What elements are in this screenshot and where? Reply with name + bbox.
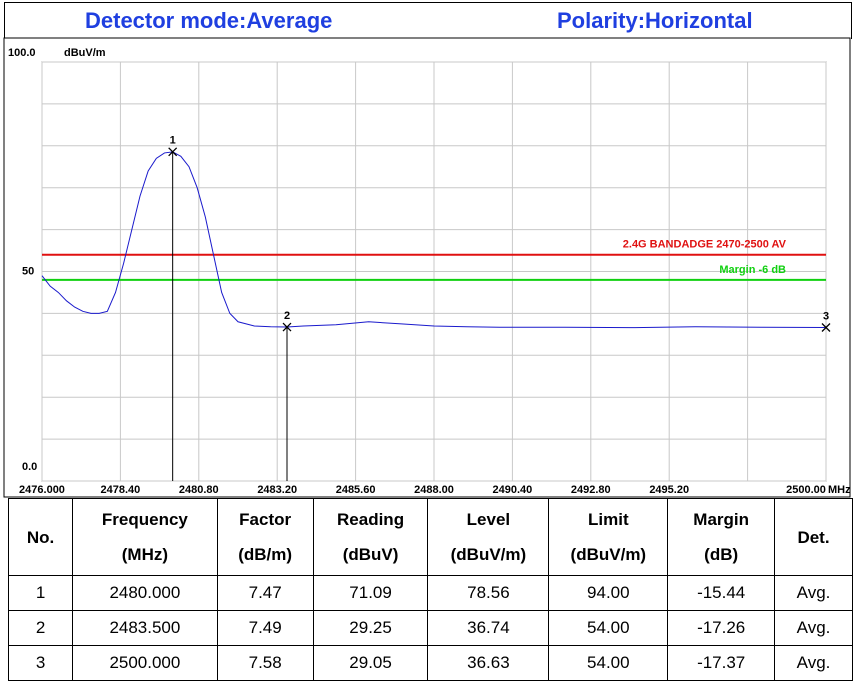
marker [821, 323, 831, 332]
table-cell: 29.25 [312, 610, 429, 646]
column-header: Frequency (MHz) [72, 498, 218, 576]
header-text: No. [26, 527, 55, 547]
x-tick-label: 2488.00 [414, 484, 454, 496]
header-text: (MHz) [121, 545, 169, 564]
table-cell: 1 [7, 575, 74, 611]
header-text: Margin [693, 510, 750, 529]
table-cell: 3 [7, 645, 74, 681]
limit-label: Margin -6 dB [719, 264, 786, 276]
header-text: (dBuV/m) [450, 545, 527, 564]
table-cell: 54.00 [548, 610, 669, 646]
table-cell: 2480.000 [72, 575, 218, 611]
table-cell: 36.74 [427, 610, 550, 646]
y-tick-label: 50 [22, 265, 34, 277]
table-cell: 94.00 [548, 575, 669, 611]
table-cell: 78.56 [427, 575, 550, 611]
column-header: No. [7, 498, 74, 576]
table-row: 1 2480.000 7.47 71.09 78.56 94.00 -15.44 Avg. [7, 575, 853, 611]
table-cell: 54.00 [548, 645, 669, 681]
x-tick-label: 2480.80 [179, 484, 219, 496]
y-unit: dBuV/m [64, 47, 106, 59]
table-cell: -17.37 [667, 645, 776, 681]
x-tick-label: 2476.000 [19, 484, 65, 496]
x-tick-label: 2478.40 [101, 484, 141, 496]
limit-label: 2.4G BANDADGE 2470-2500 AV [623, 239, 787, 251]
header-text: (dBuV/m) [570, 545, 647, 564]
header-text: Reading [337, 510, 405, 529]
header: Detector mode:Average Polarity:Horizonta… [4, 2, 852, 39]
x-tick-label: 2500.00 [786, 484, 826, 496]
chart: dBuV/m 0.0 50 100.0 2476.000 2478.40 2480.80 2… [3, 37, 851, 498]
header-text: Det. [797, 527, 830, 547]
table-cell: Avg. [774, 645, 853, 681]
table-cell: 36.63 [427, 645, 550, 681]
table-cell: 7.47 [216, 575, 314, 611]
table-cell: 2 [7, 610, 74, 646]
header-text: Frequency [101, 510, 188, 529]
x-tick-label: 2495.20 [649, 484, 689, 496]
header-text: (dB/m) [238, 545, 293, 564]
header-text: Level [466, 510, 511, 529]
marker-label: 3 [823, 310, 829, 322]
x-tick-label: 2483.20 [257, 484, 297, 496]
column-header: Level (dBuV/m) [427, 498, 550, 576]
table-cell: -17.26 [667, 610, 776, 646]
marker [168, 147, 178, 157]
column-header: Limit (dBuV/m) [548, 498, 669, 576]
x-tick-label: 2492.80 [571, 484, 611, 496]
table-cell: 71.09 [312, 575, 429, 611]
y-tick-label: 0.0 [22, 461, 37, 473]
table-cell: -15.44 [667, 575, 776, 611]
marker-label: 1 [170, 135, 176, 147]
marker [282, 322, 292, 332]
header-text: (dBuV) [342, 545, 399, 564]
x-tick-label: 2485.60 [336, 484, 376, 496]
table-cell: Avg. [774, 575, 853, 611]
result-table: No. Frequency (MHz) Factor (dB/m) Reading (dBu… [7, 498, 853, 681]
table-row: 3 2500.000 7.58 29.05 36.63 54.00 -17.37 Avg. [7, 645, 853, 681]
column-header: Margin (dB) [667, 498, 776, 576]
header-text: Factor [239, 510, 292, 529]
table-cell: 7.49 [216, 610, 314, 646]
table-cell: Avg. [774, 610, 853, 646]
table-cell: 2500.000 [72, 645, 218, 681]
column-header: Det. [774, 498, 853, 576]
marker-label: 2 [284, 310, 290, 322]
trace [41, 151, 827, 329]
detector-mode: Detector mode:Average [85, 8, 333, 33]
column-header: Reading (dBuV) [312, 498, 429, 576]
polarity: Polarity:Horizontal [557, 8, 753, 33]
table-cell: 29.05 [312, 645, 429, 681]
table-cell: 7.58 [216, 645, 314, 681]
x-unit: MHz [828, 484, 851, 496]
table-row: 2 2483.500 7.49 29.25 36.74 54.00 -17.26 Avg. [7, 610, 853, 646]
table-cell: 2483.500 [72, 610, 218, 646]
header-text: Limit [588, 510, 629, 529]
header-text: (dB) [704, 545, 739, 564]
x-tick-label: 2490.40 [493, 484, 533, 496]
column-header: Factor (dB/m) [216, 498, 314, 576]
y-tick-label: 100.0 [8, 47, 36, 59]
